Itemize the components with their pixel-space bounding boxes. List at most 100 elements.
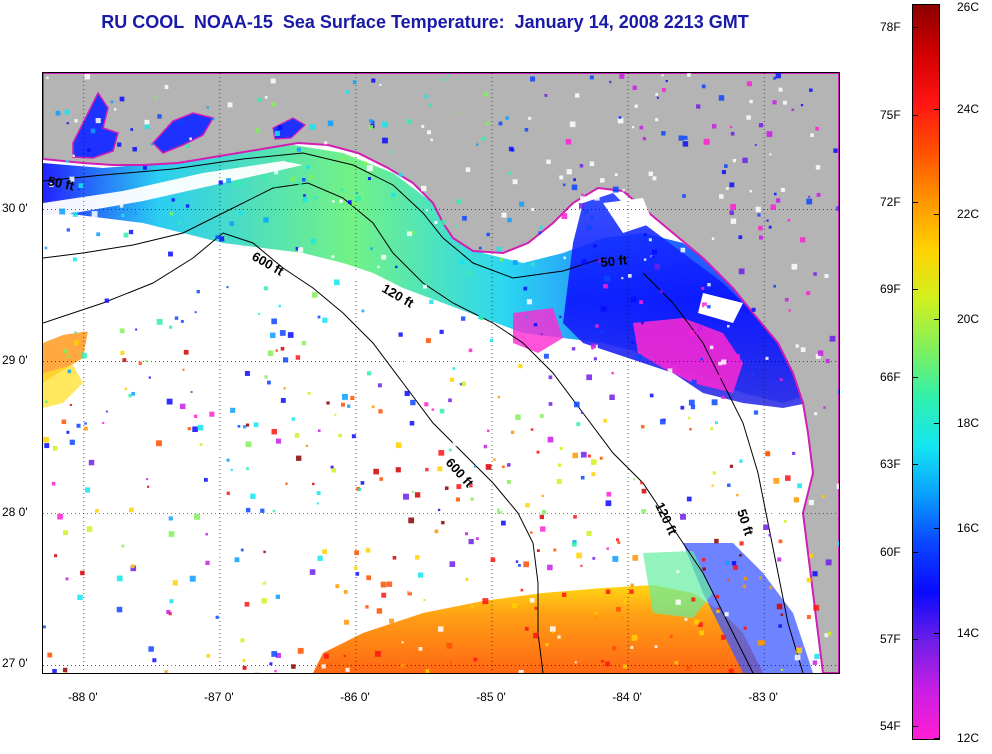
sst-pixel — [107, 368, 113, 374]
contour-50ft-east — [642, 272, 804, 673]
sst-pixel — [406, 119, 412, 124]
sst-pixel — [326, 401, 330, 405]
sst-pixel — [639, 125, 644, 130]
sst-pixel — [710, 427, 714, 431]
sst-pixel — [285, 482, 288, 485]
sst-pixel — [120, 350, 125, 355]
sst-pixel — [365, 547, 371, 553]
sst-pixel — [407, 590, 412, 596]
sst-pixel — [718, 95, 725, 101]
sst-pixel — [278, 279, 283, 283]
sst-pixel — [160, 304, 164, 308]
sst-pixel — [302, 197, 308, 202]
sst-pixel — [131, 533, 137, 540]
sst-pixel — [520, 588, 524, 592]
sst-pixel — [595, 522, 601, 528]
sst-pixel — [572, 542, 577, 547]
sst-pixel — [226, 491, 230, 495]
sst-pixel — [833, 148, 838, 153]
sst-pixel — [648, 238, 652, 242]
sst-pixel — [485, 121, 489, 126]
sst-pixel — [468, 538, 474, 545]
sst-pixel — [132, 147, 137, 152]
sst-pixel — [591, 347, 594, 350]
sst-pixel — [665, 79, 668, 83]
sst-pixel — [707, 283, 711, 287]
sst-pixel — [715, 421, 718, 425]
sst-pixel — [739, 459, 743, 463]
sst-pixel — [736, 493, 739, 497]
sst-pixel — [538, 231, 542, 235]
sst-pixel — [340, 298, 346, 304]
sst-pixel — [62, 667, 68, 673]
sst-pixel — [404, 357, 410, 364]
sst-pixel — [711, 124, 717, 129]
sst-pixel — [186, 144, 190, 149]
sst-pixel — [684, 617, 688, 621]
sst-pixel — [55, 110, 61, 116]
sst-pixel — [95, 508, 99, 513]
sst-pixel — [464, 532, 469, 536]
sst-pixel — [379, 477, 383, 481]
sst-pixel — [87, 148, 91, 152]
sst-pixel — [617, 117, 624, 124]
sst-pixel — [576, 552, 583, 559]
sst-map-canvas: 50 ft 600 ft 120 ft 50 ft 600 ft 120 ft … — [43, 73, 839, 673]
sst-pixel — [640, 424, 645, 429]
sst-pixel — [130, 564, 135, 569]
sst-pixel — [130, 565, 137, 572]
sst-pixel — [715, 594, 720, 599]
sst-pixel — [339, 274, 343, 278]
sst-pixel — [823, 406, 826, 409]
sst-pixel — [161, 455, 167, 461]
sst-pixel — [584, 209, 589, 214]
sst-pixel — [237, 425, 241, 428]
sst-pixel — [572, 452, 578, 459]
sst-pixel — [456, 111, 460, 114]
sst-pixel — [410, 399, 416, 406]
sst-pixel — [355, 196, 361, 202]
sst-pixel — [217, 550, 221, 554]
sst-pixel — [486, 535, 491, 540]
sst-pixel — [459, 383, 462, 386]
sst-pixel — [754, 144, 757, 147]
sst-pixel — [573, 401, 580, 408]
sst-pixel — [271, 651, 278, 657]
sst-pixel — [283, 357, 289, 363]
sst-pixel — [425, 209, 429, 212]
sst-pixel — [586, 225, 592, 231]
sst-pixel — [816, 192, 821, 197]
sst-pixel — [825, 559, 832, 566]
sst-pixel — [330, 395, 335, 400]
sst-pixel — [791, 108, 795, 112]
sst-pixel — [836, 206, 839, 211]
colorbar-celsius-label: 26C — [957, 0, 980, 14]
sst-map[interactable]: 50 ft 600 ft 120 ft 50 ft 600 ft 120 ft … — [42, 72, 840, 674]
sst-pixel — [185, 204, 190, 208]
southeast-shelf-region — [683, 543, 813, 673]
sst-pixel — [612, 186, 619, 193]
sst-pixel — [544, 94, 548, 97]
sst-pixel — [183, 349, 189, 355]
sst-pixel — [166, 398, 173, 405]
sst-pixel — [283, 387, 286, 390]
colorbar-fahrenheit-label: 75F — [880, 107, 901, 122]
sst-pixel — [377, 265, 380, 269]
sst-pixel — [496, 246, 502, 252]
sst-pixel — [616, 606, 621, 612]
sst-pixel — [66, 160, 69, 163]
sst-pixel — [795, 344, 799, 348]
sst-pixel — [70, 471, 75, 476]
sst-pixel — [260, 508, 265, 513]
sst-pixel — [418, 646, 423, 651]
sst-pixel — [566, 169, 572, 175]
sst-pixel — [606, 491, 612, 497]
sst-pixel — [656, 96, 659, 99]
sst-pixel — [130, 128, 134, 131]
sst-pixel — [190, 390, 193, 394]
sst-pixel — [147, 596, 153, 602]
sst-pixel — [793, 497, 799, 503]
sst-pixel — [770, 204, 776, 210]
sst-pixel — [371, 78, 376, 83]
sst-pixel — [694, 333, 698, 337]
